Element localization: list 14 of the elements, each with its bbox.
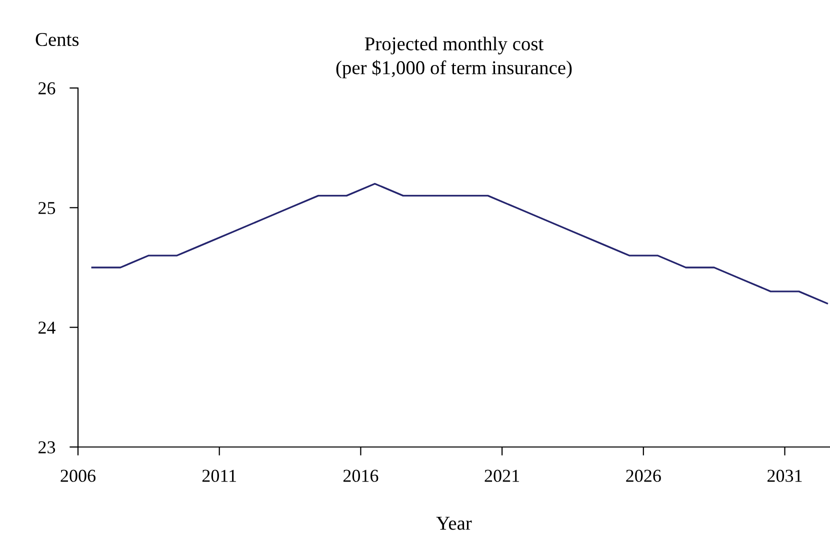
x-tick-label: 2021	[484, 470, 520, 482]
x-tick-label: 2011	[202, 470, 236, 482]
y-tick-label: 26	[38, 82, 56, 94]
chart-title: Projected monthly cost (per $1,000 of term insurance)	[336, 36, 572, 78]
x-axis-title: Year	[436, 516, 472, 530]
y-tick-label: 23	[38, 441, 56, 454]
x-tick-label: 2006	[60, 470, 96, 482]
line-series	[91, 182, 828, 304]
y-axis-title: Cents	[36, 32, 79, 46]
x-tick-label: 2031	[768, 470, 802, 482]
y-tick-label: 25	[38, 202, 56, 214]
x-tick-label: 2026	[626, 470, 661, 482]
x-tick-label: 2016	[343, 470, 378, 482]
y-tick-label: 24	[38, 322, 56, 334]
